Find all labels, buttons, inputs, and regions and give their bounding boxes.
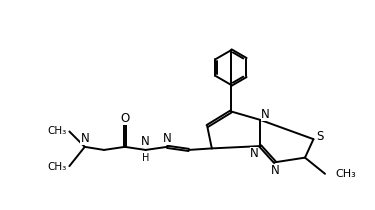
Text: N: N [250, 147, 258, 160]
Text: CH₃: CH₃ [48, 126, 67, 136]
Text: H: H [142, 153, 149, 163]
Text: N: N [261, 108, 270, 121]
Text: N: N [271, 164, 279, 177]
Text: N: N [141, 135, 150, 148]
Text: O: O [120, 112, 129, 125]
Text: N: N [80, 132, 89, 145]
Text: S: S [316, 130, 324, 143]
Text: N: N [163, 132, 171, 145]
Text: CH₃: CH₃ [48, 162, 67, 172]
Text: CH₃: CH₃ [335, 169, 356, 179]
